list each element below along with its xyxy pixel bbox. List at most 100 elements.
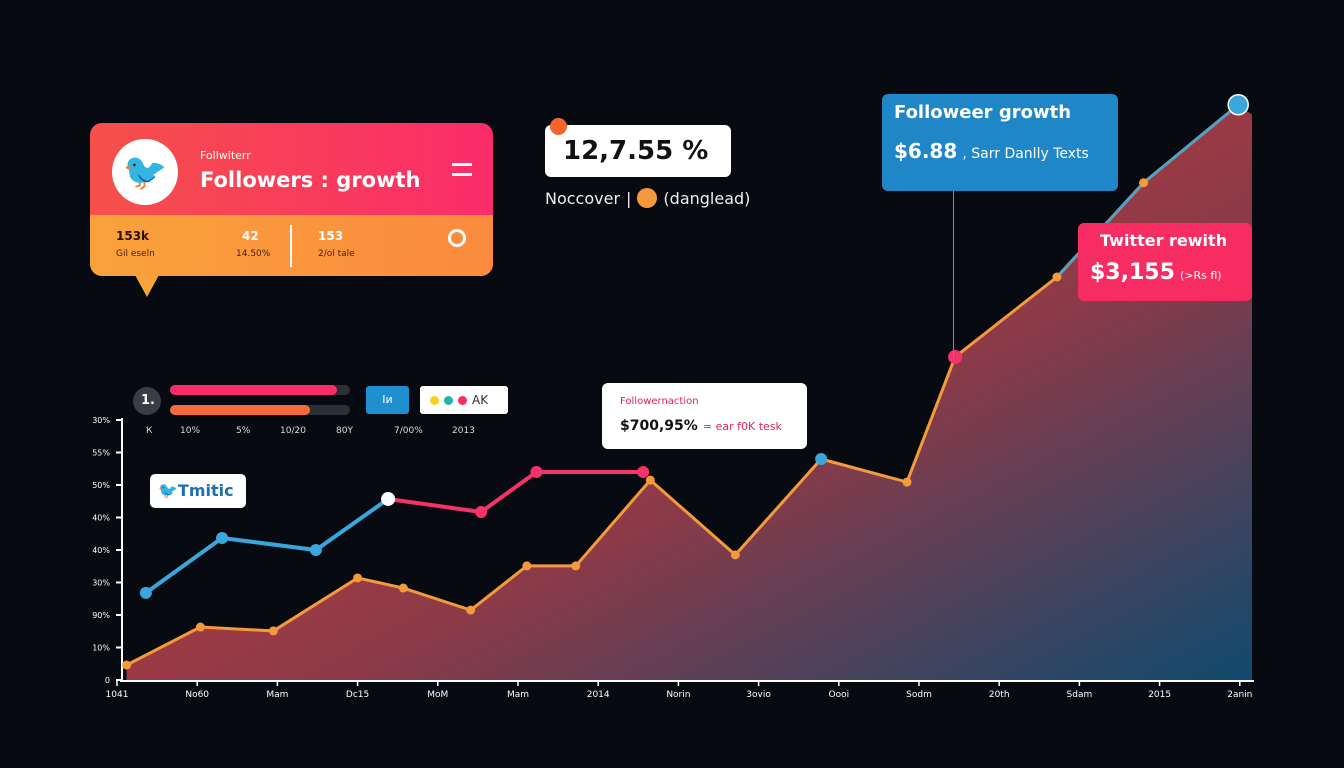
callout-note: (>Rs fl) (1180, 269, 1222, 282)
series-line (125, 103, 1240, 667)
card-stats: 153k Gil eseln 42 14.50% 153 2/ol tale (90, 215, 493, 276)
x-tick-label: Sodm (906, 690, 932, 700)
dot-teal (444, 395, 453, 405)
callout-note: , Sarr Danlly Texts (962, 146, 1089, 162)
x-tick-label: MoM (427, 690, 448, 700)
x-tick-label: 2014 (587, 690, 610, 700)
kpi-caption-right: (danglead) (663, 188, 751, 208)
stat-label: 2/ol tale (318, 249, 355, 259)
y-tick-label: 40% (92, 514, 110, 523)
kpi-separator: | (626, 188, 632, 208)
twitter-bird-icon: 🐦 (158, 481, 178, 500)
scale-label: К (146, 426, 153, 436)
data-point (381, 491, 396, 506)
data-point (268, 626, 278, 636)
callout-leader-line (953, 191, 954, 357)
kpi-caption: Noccover | (danglead) (545, 188, 750, 208)
y-tick-label: 55% (92, 449, 110, 458)
stat-value: 42 (242, 229, 259, 243)
data-point (475, 505, 488, 518)
y-tick-label: 90% (92, 611, 110, 620)
callout-title: Followeer growth (894, 102, 1072, 123)
data-point (398, 583, 408, 593)
data-point (902, 477, 912, 487)
series-line (144, 497, 390, 595)
pink-callout: Twitter rewith $3,155 (>Rs fl) (1078, 223, 1252, 301)
progress-bar-pink (170, 385, 350, 395)
data-point (466, 605, 476, 615)
data-point (122, 660, 132, 670)
hamburger-icon[interactable] (452, 163, 472, 176)
x-tick-label: 2anin (1227, 690, 1252, 700)
card-title: Followers : growth (200, 168, 421, 192)
search-icon[interactable] (448, 229, 466, 247)
progress-bar-orange (170, 405, 350, 415)
dot-pink (458, 395, 467, 405)
y-tick-label: 30% (92, 579, 110, 588)
rank-badge: 1. (133, 387, 161, 415)
x-tick-label: Mam (507, 690, 529, 700)
kpi-caption-left: Noccover (545, 188, 621, 208)
scale-label: 5% (236, 426, 251, 436)
y-tick-label: 0 (105, 676, 110, 685)
blue-button[interactable]: Iи (366, 386, 409, 414)
x-tick-label: Norin (666, 690, 690, 700)
data-point (522, 561, 532, 571)
data-point (1139, 178, 1149, 188)
data-point (645, 475, 655, 485)
marker-icon (550, 118, 567, 135)
scale-label: 10% (180, 426, 201, 436)
divider (290, 225, 292, 267)
x-tick-label: 1041 (106, 690, 129, 700)
legend-pill[interactable]: AK (420, 386, 508, 414)
followers-card: 🐦 Follwiterr Followers : growth 153k Gil… (90, 123, 493, 297)
twitter-tag-callout: 🐦Tmitic (150, 474, 246, 508)
callout-value: $3,155 (1090, 260, 1175, 285)
data-point (530, 466, 543, 478)
y-tick-label: 40% (92, 546, 110, 555)
data-point (309, 544, 322, 556)
data-point (637, 466, 650, 478)
kpi-value: 12,7.55 % (545, 125, 731, 177)
stat-label: Gil eseln (116, 249, 155, 259)
data-point (216, 531, 229, 544)
area-fill (126, 104, 1252, 680)
data-point (195, 622, 205, 632)
stat-label: 14.50% (236, 249, 271, 259)
stat-value: 153k (116, 229, 150, 243)
tag-label: Tmitic (177, 481, 234, 500)
x-tick-label: 20th (989, 690, 1010, 700)
scale-label: 10/20 (280, 426, 306, 436)
callout-title: Followernaction (620, 396, 699, 407)
x-tick-label: Dc15 (346, 690, 369, 700)
dot-yellow (430, 395, 439, 405)
callout-note: = ear f0K tesk (702, 420, 782, 433)
card-pointer (135, 275, 159, 297)
scale-label: 2013 (452, 426, 475, 436)
x-tick-label: Sdam (1067, 690, 1093, 700)
scale-label: 7/00% (394, 426, 423, 436)
y-tick-label: 30% (92, 416, 110, 425)
x-tick-label: 3ovio (746, 690, 771, 700)
data-point (815, 453, 828, 465)
scale-label: 80Y (336, 426, 353, 436)
coin-icon (637, 188, 658, 208)
callout-title: Twitter rewith (1100, 231, 1228, 250)
callout-value: $700,95% (620, 418, 698, 434)
data-point (571, 561, 581, 571)
mid-callout: Followernaction $700,95% = ear f0K tesk (602, 383, 807, 449)
y-tick-label: 50% (92, 481, 110, 490)
card-subtitle: Follwiterr (200, 149, 251, 162)
x-tick-label: 2015 (1148, 690, 1171, 700)
data-point (1052, 272, 1062, 282)
pill-label: AK (472, 393, 489, 407)
x-tick-label: No60 (185, 690, 209, 700)
y-tick-label: 10% (92, 644, 110, 653)
blue-callout: Followeer growth $6.88 , Sarr Danlly Tex… (882, 94, 1118, 191)
stat-value: 153 (318, 229, 344, 243)
twitter-bird-icon: 🐦 (112, 139, 178, 205)
data-point (730, 550, 740, 560)
callout-value: $6.88 (894, 139, 958, 163)
plus-icon (1227, 94, 1249, 116)
